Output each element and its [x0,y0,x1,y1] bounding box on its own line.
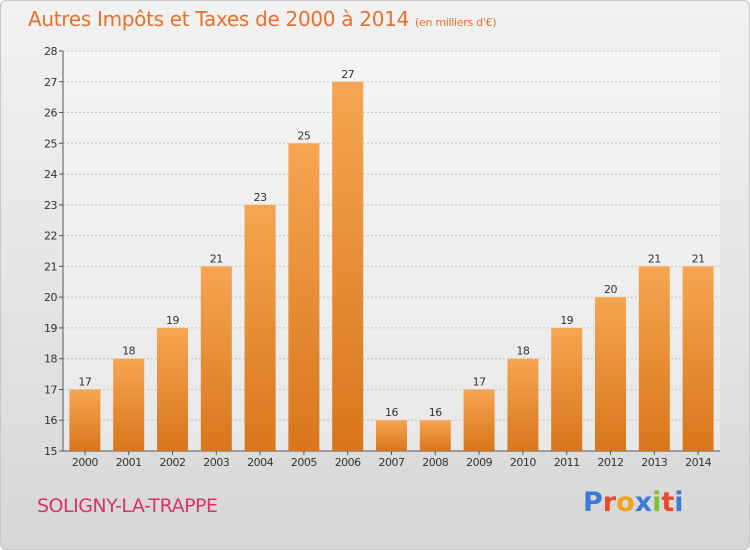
bar-value-label: 17 [473,375,486,388]
y-tick-label: 25 [44,137,57,150]
logo-letter: x [634,487,653,518]
x-tick-label: 2006 [335,456,361,469]
y-tick-label: 16 [44,414,57,427]
bar-value-label: 27 [341,68,354,81]
bar-value-label: 18 [516,345,529,358]
x-tick-label: 2007 [379,456,405,469]
bar-value-label: 21 [210,252,223,265]
y-tick-label: 22 [44,230,57,243]
bar [113,358,145,451]
commune-name: SOLIGNY-LA-TRAPPE [37,495,218,517]
chart-title-text: Autres Impôts et Taxes de 2000 à 2014 [28,7,409,31]
y-tick-label: 17 [44,383,57,396]
bar [595,297,626,451]
y-tick-label: 19 [44,322,57,335]
x-tick-label: 2011 [554,456,580,469]
bar [157,327,188,451]
x-tick-label: 2002 [160,456,186,469]
bar [507,358,539,451]
y-tick-label: 28 [44,45,57,58]
y-tick-label: 27 [44,76,57,89]
bar [638,266,670,451]
bar [69,389,101,451]
y-tick-label: 20 [44,291,57,304]
bar-value-label: 25 [297,129,310,142]
x-tick-label: 2004 [247,456,273,469]
bar-value-label: 16 [385,406,398,419]
bar [332,81,364,452]
bar [244,204,276,451]
bar [551,327,583,451]
x-tick-label: 2013 [641,456,667,469]
x-tick-label: 2012 [598,456,624,469]
bar-value-label: 17 [78,375,91,388]
x-tick-label: 2014 [685,456,711,469]
x-tick-label: 2003 [203,456,229,469]
bar-value-label: 20 [604,283,617,296]
y-tick-label: 24 [44,168,57,181]
bar-value-label: 19 [166,314,179,327]
proxiti-logo: Proxiti [583,487,684,518]
logo-letter: P [583,487,603,518]
y-tick-label: 15 [44,445,57,458]
bar-value-label: 19 [560,314,573,327]
y-tick-label: 23 [44,199,57,212]
chart-title: Autres Impôts et Taxes de 2000 à 2014 (en… [28,7,496,31]
bar [419,420,451,451]
bar [682,266,714,451]
bar [288,143,320,452]
bar [200,266,232,451]
bar-value-label: 21 [692,252,705,265]
chart-unit: (en milliers d'€) [415,16,497,29]
bar [463,389,495,451]
x-tick-label: 2000 [72,456,98,469]
bar-value-label: 23 [254,191,267,204]
logo-letter: r [602,487,617,518]
logo-letter: o [616,487,635,518]
logo-letter: i [652,487,662,518]
y-tick-label: 26 [44,107,57,120]
bar-value-label: 16 [429,406,442,419]
x-tick-label: 2009 [466,456,492,469]
logo-letter: i [674,487,684,518]
x-tick-label: 2008 [422,456,448,469]
x-tick-label: 2010 [510,456,536,469]
logo-letter: t [661,487,675,518]
bar [376,420,407,451]
bar-value-label: 21 [648,252,661,265]
x-tick-label: 2005 [291,456,317,469]
bar-value-label: 18 [122,345,135,358]
y-tick-label: 21 [44,260,57,273]
y-tick-label: 18 [44,353,57,366]
x-tick-label: 2001 [116,456,142,469]
